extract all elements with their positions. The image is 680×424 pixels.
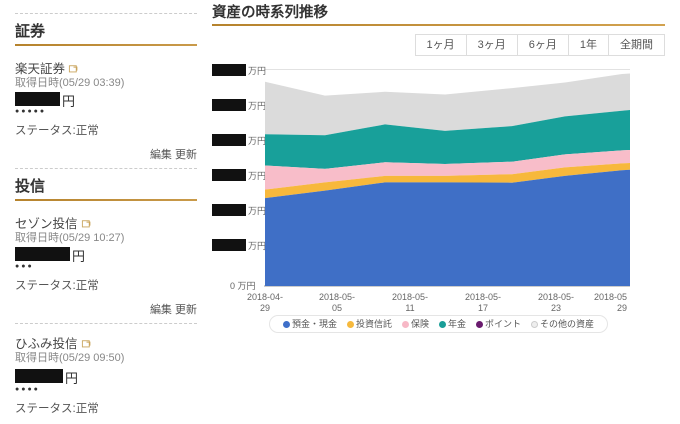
svg-text:万円: 万円 <box>248 171 266 181</box>
svg-text:万円: 万円 <box>248 101 266 111</box>
svg-text:17: 17 <box>478 303 488 313</box>
svg-text:2018-05-: 2018-05- <box>319 292 355 302</box>
svg-text:29: 29 <box>617 303 627 313</box>
svg-text:05: 05 <box>332 303 342 313</box>
svg-text:万円: 万円 <box>248 241 266 251</box>
svg-text:29: 29 <box>260 303 270 313</box>
svg-text:2018-05-: 2018-05- <box>392 292 428 302</box>
svg-text:2018-05-: 2018-05- <box>465 292 501 302</box>
svg-text:0 万円: 0 万円 <box>230 281 256 291</box>
svg-text:23: 23 <box>551 303 561 313</box>
svg-text:11: 11 <box>405 303 414 313</box>
svg-text:万円: 万円 <box>248 136 266 146</box>
svg-text:万円: 万円 <box>248 206 266 216</box>
svg-text:万円: 万円 <box>248 66 266 76</box>
svg-text:2018-04-: 2018-04- <box>247 292 283 302</box>
svg-text:2018-05: 2018-05 <box>594 292 627 302</box>
svg-text:2018-05-: 2018-05- <box>538 292 574 302</box>
